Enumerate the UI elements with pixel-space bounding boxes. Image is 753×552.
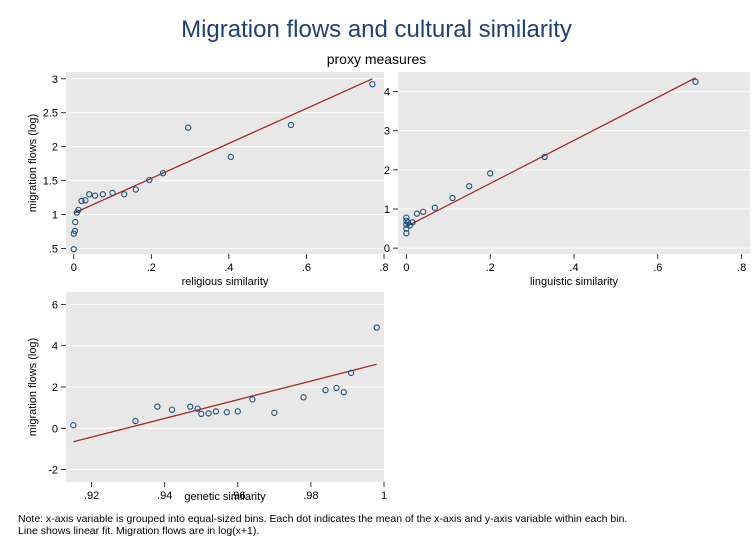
religious-data-point: [185, 124, 192, 131]
religious-data-point: [86, 191, 93, 198]
religious-data-point: [78, 197, 85, 205]
linguistic-data-point: [449, 194, 456, 202]
linguistic-ytick-label: 0: [384, 243, 390, 255]
genetic-data-point: [223, 409, 230, 416]
genetic-data-point: [205, 410, 212, 417]
religious-data-point: [121, 191, 128, 198]
linguistic-xtick-label: .6: [653, 262, 662, 274]
genetic-data-point: [249, 396, 256, 403]
linguistic-data-point: [541, 153, 548, 161]
figure-subtitle: proxy measures: [326, 51, 427, 67]
genetic-ytick-label: 0: [52, 423, 58, 435]
religious-data-point: [91, 192, 99, 199]
linguistic-data-point: [409, 219, 416, 226]
genetic-data-point: [212, 408, 220, 415]
religious-data-point: [75, 206, 82, 214]
linguistic-data-point: [403, 225, 410, 232]
genetic-ytick-label: 6: [52, 299, 58, 311]
religious-ytick-label: .5: [49, 244, 58, 256]
genetic-xtick-label: .94: [157, 490, 172, 502]
religious-xtick-label: .6: [302, 262, 311, 274]
genetic-ytick-label: 4: [52, 341, 58, 353]
linguistic-data-point: [404, 219, 412, 226]
religious-ytick-label: 1: [52, 210, 58, 222]
linguistic-data-point: [413, 210, 421, 217]
genetic-xtick-label: .92: [84, 490, 99, 502]
genetic-yaxis-label: migration flows (log): [27, 338, 39, 436]
genetic-ytick-label: 2: [52, 382, 58, 394]
religious-data-point: [109, 189, 116, 197]
religious-data-point: [369, 81, 376, 88]
genetic-data-point: [198, 410, 205, 417]
note-line-1: Note: x-axis variable is grouped into eq…: [18, 513, 628, 525]
linguistic-xtick-label: .4: [569, 262, 578, 274]
religious-xtick-label: .4: [224, 262, 233, 274]
religious-data-point: [159, 170, 167, 177]
religious-xaxis-label: religious similarity: [182, 276, 269, 288]
religious-data-point: [70, 246, 77, 253]
linguistic-ytick-label: 2: [384, 165, 390, 177]
religious-xtick-label: 0: [71, 262, 77, 274]
linguistic-plot-area: [398, 72, 750, 254]
religious-ytick-label: 2: [52, 142, 58, 154]
genetic-data-point: [154, 403, 161, 410]
religious-data-point: [99, 191, 106, 198]
genetic-data-point: [70, 422, 77, 429]
genetic-data-point: [300, 394, 307, 401]
religious-data-point: [82, 197, 89, 204]
genetic-data-point: [132, 417, 139, 425]
linguistic-fit-line: [406, 77, 696, 228]
linguistic-ytick-label: 4: [384, 87, 390, 99]
religious-ytick-label: 3: [52, 74, 58, 86]
religious-fit-line: [73, 78, 373, 214]
religious-xtick-label: .8: [379, 262, 388, 274]
linguistic-data-point: [487, 170, 494, 177]
genetic-data-point: [347, 369, 355, 377]
genetic-xtick-label: .96: [230, 490, 245, 502]
religious-data-point: [71, 227, 79, 235]
genetic-xtick-label: 1: [381, 490, 387, 502]
linguistic-xtick-label: 0: [403, 262, 409, 274]
genetic-data-point: [234, 408, 241, 415]
religious-xtick-label: .2: [147, 262, 156, 274]
genetic-data-point: [194, 405, 201, 412]
religious-plot-area: [66, 72, 384, 254]
genetic-data-point: [271, 409, 278, 416]
religious-data-point: [72, 218, 79, 226]
linguistic-ytick-label: 1: [384, 204, 390, 216]
genetic-data-point: [187, 403, 194, 410]
religious-data-point: [287, 121, 295, 129]
linguistic-data-point: [431, 204, 439, 211]
genetic-data-point: [322, 386, 329, 394]
linguistic-data-point: [466, 183, 473, 190]
genetic-ytick-label: -2: [48, 465, 58, 477]
genetic-data-point: [373, 324, 380, 331]
religious-data-point: [132, 186, 139, 193]
religious-data-point: [146, 176, 153, 184]
linguistic-xaxis-label: linguistic similarity: [530, 276, 619, 288]
linguistic-data-point: [419, 208, 427, 215]
linguistic-data-point: [403, 217, 410, 224]
linguistic-ytick-label: 3: [384, 126, 390, 138]
genetic-fit-line: [73, 363, 377, 443]
linguistic-xtick-label: .2: [486, 262, 495, 274]
religious-ytick-label: 2.5: [43, 108, 58, 120]
religious-ytick-label: 1.5: [43, 176, 58, 188]
religious-yaxis-label: migration flows (log): [27, 114, 39, 212]
figure-title: Migration flows and cultural similarity: [181, 16, 572, 43]
religious-data-point: [227, 153, 234, 161]
genetic-xtick-label: .98: [303, 490, 318, 502]
genetic-data-point: [168, 406, 176, 413]
genetic-xaxis-label: genetic similarity: [184, 491, 266, 503]
note-line-2: Line shows linear fit. Migration flows a…: [18, 525, 260, 537]
genetic-data-point: [340, 389, 347, 396]
linguistic-xtick-label: .8: [737, 262, 746, 274]
linguistic-data-point: [692, 78, 699, 85]
figure-note: Note: x-axis variable is grouped into eq…: [18, 513, 748, 537]
genetic-data-point: [333, 384, 340, 392]
